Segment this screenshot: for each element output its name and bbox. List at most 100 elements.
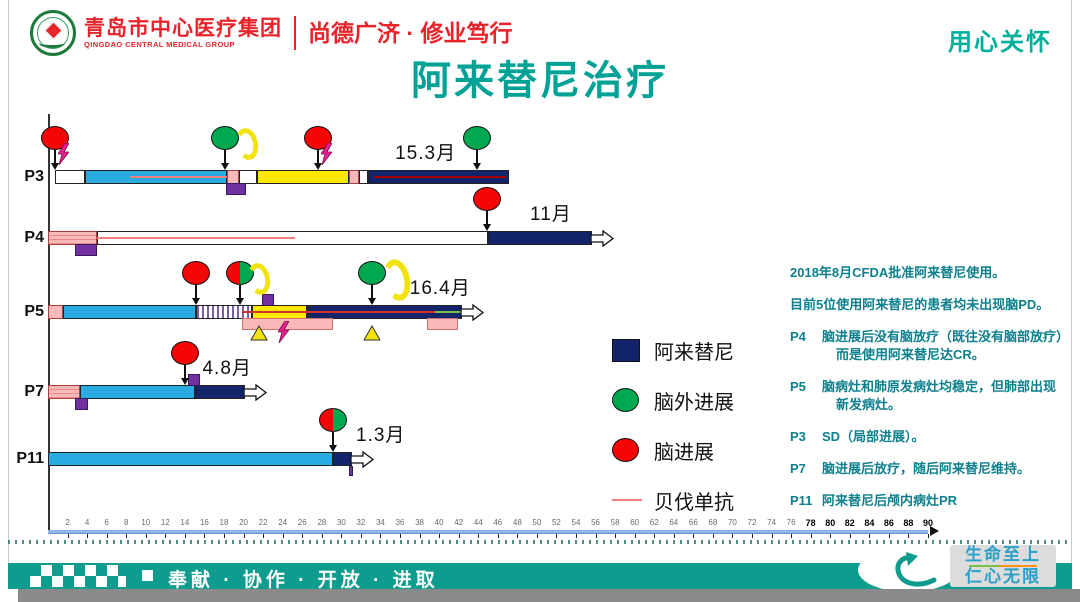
x-tick-mark <box>478 534 480 538</box>
x-tick-label: 80 <box>825 518 836 528</box>
purple-tick <box>349 466 354 476</box>
pink-marker <box>427 318 458 330</box>
x-tick-label: 68 <box>708 518 718 527</box>
x-tick-label: 48 <box>512 518 522 527</box>
x-tick-mark <box>634 534 636 538</box>
white-square-bullet <box>142 570 153 581</box>
legend-item-brain-progression: 脑进展 <box>612 438 734 464</box>
x-tick-label: 34 <box>375 518 385 527</box>
x-tick-label: 58 <box>610 518 620 527</box>
green-circle-icon <box>463 126 492 150</box>
x-tick-label: 36 <box>395 518 405 527</box>
x-tick-mark <box>497 534 499 538</box>
x-tick-label: 74 <box>767 518 776 527</box>
logo-leaf <box>39 38 65 48</box>
patient-label-P11: P11 <box>16 450 44 467</box>
marker-arrowhead <box>473 163 482 170</box>
note-text: 脑进展后放疗，随后阿来替尼维持。 <box>822 460 1031 476</box>
x-tick-mark <box>282 534 284 538</box>
open-arrow-icon <box>350 450 375 473</box>
x-tick-mark <box>165 534 167 538</box>
x-tick-mark <box>752 534 753 538</box>
note-tag: P11 <box>790 492 813 508</box>
x-tick-label: 8 <box>123 518 129 527</box>
bar-segment-blank <box>54 170 86 184</box>
x-tick-mark <box>888 534 890 538</box>
x-tick-label: 4 <box>84 518 90 527</box>
open-arrow-icon <box>242 383 267 406</box>
bar-segment-chemo-cyan <box>62 305 196 319</box>
x-tick-label: 20 <box>239 518 248 527</box>
x-tick-label: 50 <box>532 518 542 527</box>
therapy-line-bev <box>130 176 227 178</box>
note-tag: P5 <box>790 378 806 394</box>
patient-label-P5: P5 <box>24 303 44 320</box>
x-tick-mark <box>830 534 832 538</box>
x-tick-label: 16 <box>199 518 209 527</box>
footer-slogan: 奉献 · 协作 · 开放 · 进取 <box>168 570 439 591</box>
x-tick-mark <box>595 534 597 538</box>
marker-arrow-stem <box>194 285 197 298</box>
x-tick-mark <box>536 534 538 538</box>
slide-right-border <box>1071 0 1072 588</box>
bar-segment-pink <box>226 170 239 184</box>
x-tick-mark <box>556 534 558 538</box>
legend: 阿来替尼 脑外进展 脑进展 贝伐单抗 <box>612 338 734 538</box>
marker-arrow-stem <box>223 150 226 163</box>
pink-line-swatch <box>612 499 646 501</box>
red-circle-icon <box>170 341 199 365</box>
x-tick-label: 18 <box>219 518 229 527</box>
half-red-green-icon <box>225 261 254 285</box>
x-tick-mark <box>400 534 401 538</box>
bar-segment-pink-lined <box>48 231 97 245</box>
x-tick-label: 56 <box>591 518 600 527</box>
x-tick-mark <box>791 534 793 538</box>
x-tick-label: 38 <box>415 518 424 527</box>
therapy-line-bev <box>96 237 296 239</box>
x-tick-mark <box>380 534 382 538</box>
org-block: 青岛市中心医疗集团 QINGDAO CENTRAL MEDICAL GROUP <box>84 16 282 49</box>
care-slogan: 用心关怀 <box>948 29 1052 56</box>
x-tick-mark <box>263 534 265 538</box>
red-circle-icon <box>181 261 210 285</box>
marker-arrowhead <box>191 298 200 305</box>
bar-segment-pink-lined <box>48 385 81 399</box>
x-tick-mark <box>341 534 343 538</box>
marker-arrow-stem <box>53 150 56 163</box>
legend-item-bevacizumab: 贝伐单抗 <box>612 488 734 514</box>
x-tick-mark <box>87 534 89 538</box>
x-tick-mark <box>419 534 421 538</box>
green-circle-icon <box>210 126 239 150</box>
x-tick-mark <box>654 534 656 538</box>
x-tick-mark <box>849 534 851 538</box>
x-tick-label: 42 <box>454 518 464 527</box>
bar-segment-alectinib-navy <box>194 385 245 399</box>
x-tick-label: 62 <box>649 518 659 527</box>
org-motto: 尚德广济 · 修业笃行 <box>294 16 512 50</box>
green-circle-icon <box>357 261 386 285</box>
org-name: 青岛市中心医疗集团 <box>84 16 282 40</box>
patient-label-P7: P7 <box>24 383 44 400</box>
x-tick-label: 86 <box>883 518 894 528</box>
note-text: 脑病灶和肺原发病灶均稳定，但肺部出现 新发病灶。 <box>822 378 1057 412</box>
purple-marker <box>187 374 200 386</box>
bar-segment-blank <box>238 170 258 184</box>
x-tick-label: 40 <box>434 518 444 527</box>
note-text: 目前5位使用阿来替尼的患者均未出现脑PD。 <box>790 296 1050 312</box>
bar-segment-chemo-cyan <box>48 452 333 466</box>
x-tick-mark <box>204 534 206 538</box>
x-tick-mark <box>712 534 714 538</box>
swoosh-arrow-icon <box>895 552 937 587</box>
slide-left-border <box>8 0 9 588</box>
x-tick-label: 82 <box>844 518 855 528</box>
note-tag: P7 <box>790 460 806 476</box>
x-tick-label: 72 <box>747 518 757 527</box>
marker-arrow-stem <box>238 285 241 298</box>
footer-badge: 生命至上 仁心无限 <box>950 545 1056 587</box>
duration-label: 16.4月 <box>409 278 471 299</box>
lightning-icon <box>57 142 70 170</box>
note-tag: P4 <box>790 328 806 344</box>
duration-label: 15.3月 <box>395 143 457 164</box>
